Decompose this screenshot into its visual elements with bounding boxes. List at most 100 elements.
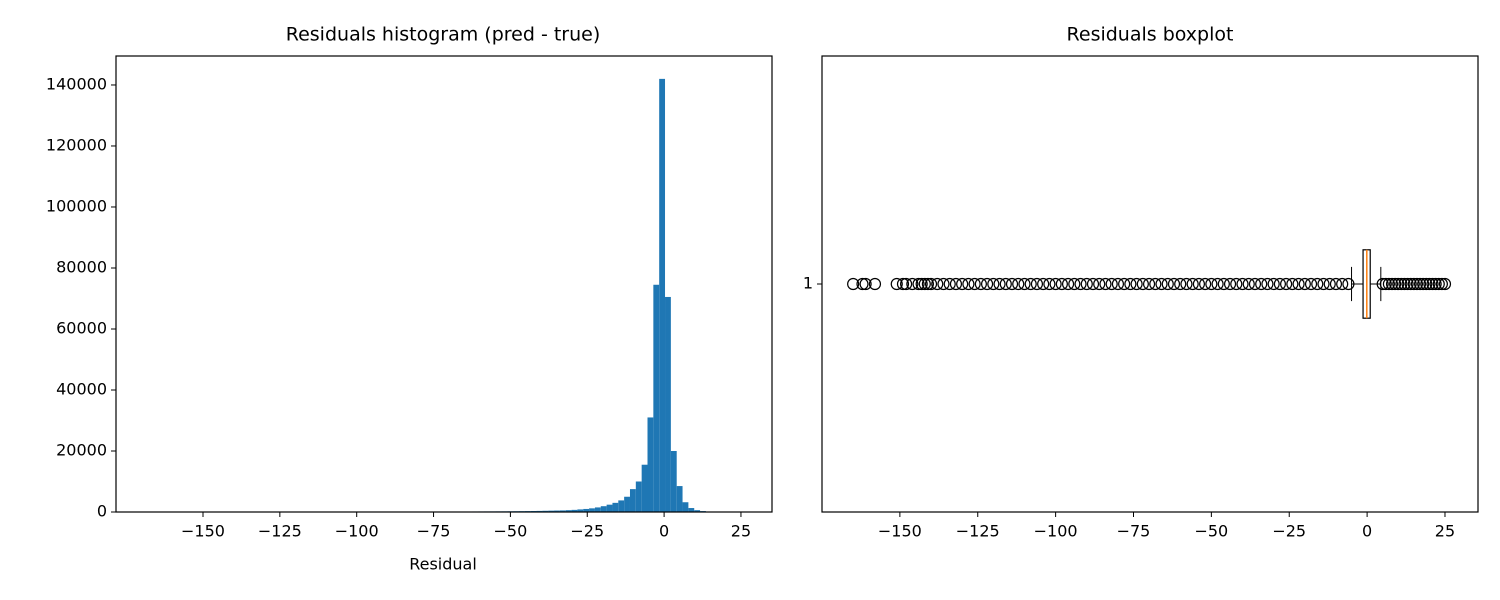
flier: [1142, 277, 1156, 291]
flier: [847, 277, 860, 291]
flier: [1304, 277, 1318, 291]
flier: [1005, 277, 1019, 291]
histogram-bar: [612, 502, 619, 512]
x-tick-label: −125: [258, 522, 302, 541]
x-tick-label: −75: [1117, 522, 1151, 541]
flier: [1024, 277, 1037, 291]
histogram-bar: [635, 481, 642, 512]
flier: [974, 277, 987, 291]
histogram-bar: [659, 78, 666, 512]
flier: [1438, 277, 1452, 291]
flier: [1093, 277, 1106, 291]
flier: [1205, 277, 1218, 291]
flier: [1030, 277, 1044, 291]
plot-frame: [115, 55, 773, 513]
flier: [900, 277, 913, 291]
flier: [1395, 277, 1408, 291]
x-tick-label: −25: [570, 522, 604, 541]
x-tick-label: −25: [1272, 522, 1306, 541]
x-tick-label: −50: [1194, 522, 1228, 541]
histogram-bar: [688, 508, 695, 512]
flier: [1180, 277, 1193, 291]
flier: [1255, 277, 1268, 291]
plot-frame: [821, 55, 1479, 513]
histogram-bar: [577, 509, 584, 512]
histogram-bar: [600, 506, 607, 512]
flier: [931, 277, 944, 291]
chart-title: Residuals boxplot: [1067, 24, 1234, 46]
flier: [956, 277, 969, 291]
flier: [1049, 277, 1062, 291]
flier: [1420, 277, 1433, 291]
x-tick-label: −125: [956, 522, 1000, 541]
flier: [1012, 277, 1025, 291]
flier: [1376, 277, 1389, 291]
x-tick-label: −150: [878, 522, 922, 541]
flier: [937, 277, 950, 291]
flier: [912, 277, 925, 291]
x-tick-label: 25: [731, 522, 751, 541]
flier: [859, 277, 872, 291]
flier: [962, 277, 975, 291]
y-tick-label: 0: [97, 502, 107, 521]
flier: [1432, 277, 1445, 291]
flier: [949, 277, 963, 291]
flier: [1211, 277, 1224, 291]
y-tick-label: 40000: [56, 379, 107, 398]
flier: [1410, 277, 1424, 291]
flier: [890, 277, 903, 291]
flier: [1061, 277, 1075, 291]
flier: [1267, 277, 1280, 291]
flier: [1124, 277, 1137, 291]
flier: [1242, 277, 1255, 291]
flier: [1192, 277, 1206, 291]
flier: [1298, 277, 1311, 291]
flier: [1223, 277, 1237, 291]
histogram-bar: [653, 284, 660, 512]
flier: [1186, 277, 1199, 291]
histogram-bar: [641, 464, 648, 512]
flier: [993, 277, 1006, 291]
flier: [915, 277, 928, 291]
flier: [1105, 277, 1118, 291]
flier: [1037, 277, 1050, 291]
flier: [1323, 277, 1336, 291]
x-tick-label: −50: [494, 522, 528, 541]
flier: [1236, 277, 1249, 291]
flier: [1423, 277, 1436, 291]
histogram-bar: [542, 510, 549, 512]
x-tick-label: −150: [181, 522, 225, 541]
histogram-bar: [554, 510, 560, 512]
flier: [1099, 277, 1112, 291]
flier: [1155, 277, 1168, 291]
histogram-bar: [583, 508, 590, 512]
flier: [1199, 277, 1212, 291]
flier: [856, 277, 869, 291]
flier: [1074, 277, 1087, 291]
flier: [906, 277, 919, 291]
histogram-bar: [618, 500, 625, 512]
flier: [1261, 277, 1274, 291]
flier: [1398, 277, 1411, 291]
flier: [868, 277, 882, 291]
flier: [1161, 277, 1174, 291]
flier: [1404, 277, 1417, 291]
flier: [1280, 277, 1293, 291]
y-tick-label: 1: [803, 274, 813, 293]
flier: [980, 277, 994, 291]
flier: [1385, 277, 1399, 291]
flier: [1217, 277, 1230, 291]
y-tick-label: 20000: [56, 440, 107, 459]
histogram-bar: [682, 502, 689, 512]
flier: [1149, 277, 1162, 291]
flier: [1167, 277, 1181, 291]
histogram-bar: [559, 510, 566, 512]
flier: [1311, 277, 1324, 291]
x-tick-label: −75: [417, 522, 451, 541]
flier: [1068, 277, 1081, 291]
flier: [1435, 277, 1448, 291]
chart-title: Residuals histogram (pred - true): [286, 24, 601, 46]
histogram-bar: [629, 489, 636, 512]
